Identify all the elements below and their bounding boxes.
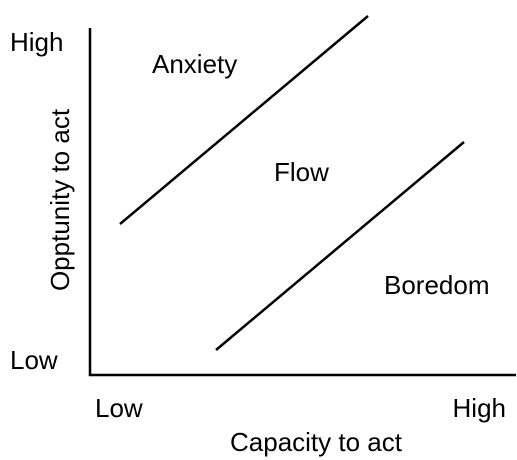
region-flow: Flow [274,157,329,187]
y-high: High [10,27,63,57]
lower-boundary [215,141,465,351]
x-high: High [453,393,506,423]
x-low: Low [95,393,143,423]
y-axis-label: Opptunity to act [45,108,75,291]
region-boredom: Boredom [384,270,490,300]
region-anxiety: Anxiety [152,49,237,79]
upper-boundary [119,15,369,225]
x-axis-label: Capacity to act [230,427,403,457]
y-low: Low [10,345,58,375]
